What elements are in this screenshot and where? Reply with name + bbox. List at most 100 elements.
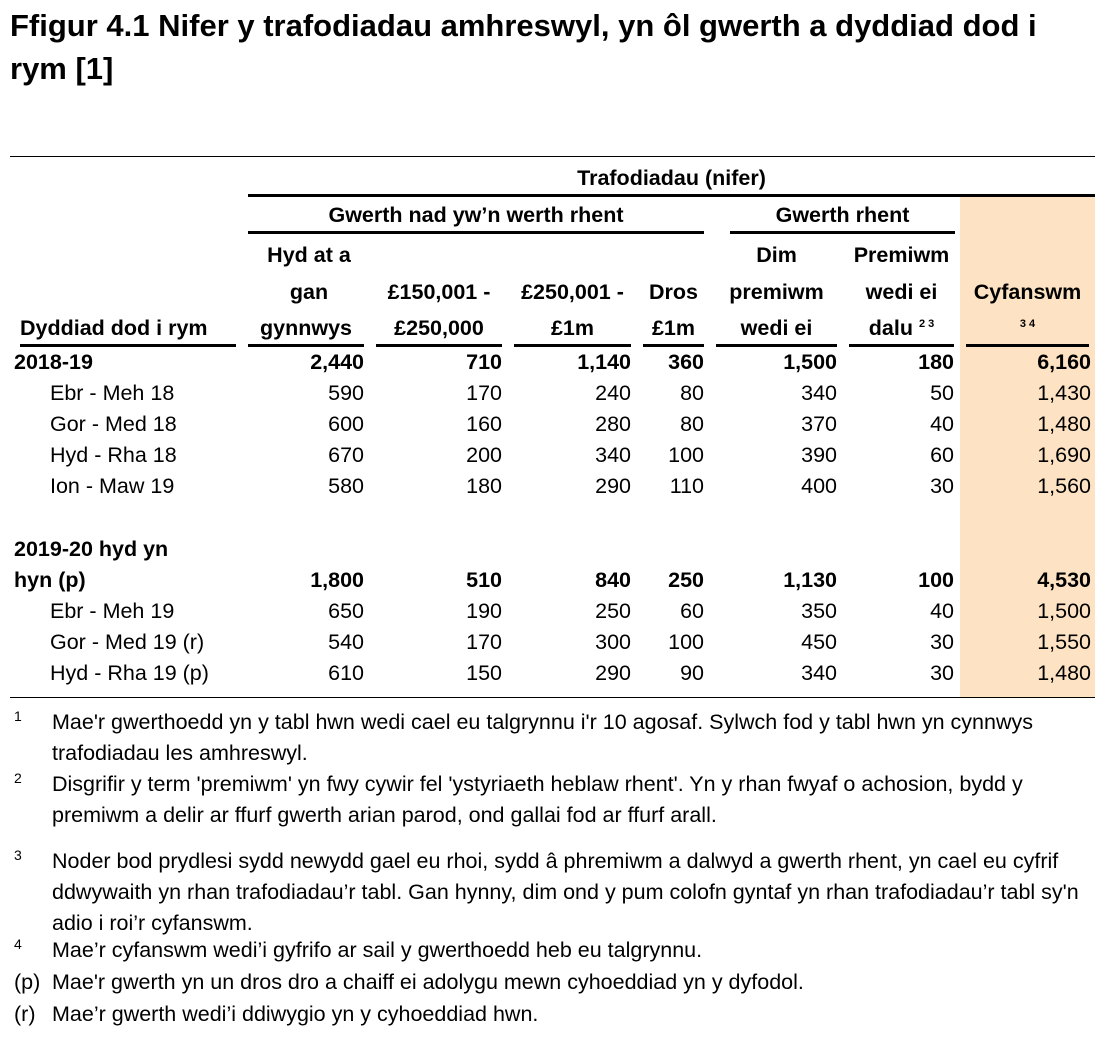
footnote-text: Mae'r gwerth yn un dros dro a chaiff ei …	[52, 970, 804, 994]
table-cell: 100	[918, 568, 954, 593]
total-column-highlight	[960, 196, 1095, 697]
column-header: wedi ei	[710, 308, 843, 348]
table-cell: 1,130	[783, 568, 837, 593]
footnote-mark: 2	[14, 770, 22, 786]
group-header-nonrent: Gwerth nad yw’n werth rhent	[248, 199, 704, 234]
table-cell: 610	[328, 661, 364, 686]
table-cell: 200	[466, 443, 502, 468]
column-header: gynnwys	[248, 308, 370, 348]
table-cell: 450	[801, 630, 837, 655]
column-header: 3 4	[960, 308, 1095, 348]
column-header: wedi ei	[843, 271, 960, 308]
column-header-line: £250,001 -	[521, 280, 624, 304]
table-cell: 1,430	[1037, 381, 1091, 406]
table-cell: 840	[595, 568, 631, 593]
footnote-mark: (p)	[14, 970, 41, 994]
column-header	[508, 234, 637, 271]
table-cell: 100	[668, 630, 704, 655]
column-header: premiwm	[710, 271, 843, 308]
table-cell: 350	[801, 599, 837, 624]
table-cell: 150	[466, 661, 502, 686]
table-cell	[843, 534, 960, 565]
table-cell: 580	[328, 474, 364, 499]
row-label: Hyd - Rha 19 (p)	[50, 661, 209, 686]
row-label: 2019-20 hyd yn	[14, 537, 169, 562]
table-cell: 180	[918, 350, 954, 375]
table-cell: 2,440	[310, 350, 364, 375]
column-header: £1m	[637, 308, 710, 348]
table-cell: 40	[930, 599, 954, 624]
table-cell: 1,500	[1037, 599, 1091, 624]
table-cell: 1,140	[577, 350, 631, 375]
table-top-rule	[10, 156, 1095, 157]
column-header	[637, 234, 710, 271]
table-row: 2019-20 hyd yn	[10, 534, 1095, 565]
table-cell: 110	[669, 474, 704, 499]
column-header-line: gynnwys	[260, 316, 352, 341]
table-cell	[960, 534, 1095, 565]
footnote-mark: 4	[14, 936, 22, 952]
table-cell: 710	[466, 350, 502, 375]
column-header	[370, 234, 508, 271]
column-header-line: Cyfanswm	[973, 280, 1082, 304]
table-cell: 340	[801, 661, 837, 686]
row-label: hyn (p)	[14, 568, 86, 593]
table-row: hyn (p) 1,800 510 840 250 1,130 100 4,530	[10, 565, 1095, 596]
footnote-mark: 3	[14, 847, 22, 863]
table-cell: 1,500	[783, 350, 837, 375]
table-cell: 510	[466, 568, 502, 593]
table-cell: 100	[668, 443, 704, 468]
footnote-text: Mae'r gwerthoedd yn y tabl hwn wedi cael…	[52, 710, 1034, 765]
table-cell: 1,480	[1037, 661, 1091, 686]
table-cell: 1,560	[1037, 474, 1091, 499]
table-cell: 650	[328, 599, 364, 624]
table-cell: 240	[595, 381, 631, 406]
table-cell	[710, 534, 843, 565]
group-header-transactions: Trafodiadau (nifer)	[248, 162, 1095, 197]
column-header: gan	[248, 271, 370, 308]
column-header-line: premiwm	[729, 280, 824, 304]
table-cell: 60	[930, 443, 954, 468]
table-cell: 30	[930, 661, 954, 686]
row-label: Hyd - Rha 18	[50, 443, 177, 468]
table-cell	[370, 534, 508, 565]
column-header-line: Premiwm	[853, 243, 950, 267]
table-cell: 250	[668, 568, 704, 593]
table-cell	[508, 534, 637, 565]
table-row: Ebr - Meh 18 590 170 240 80 340 50 1,430	[10, 378, 1095, 409]
column-header-line: £150,001 -	[387, 280, 491, 304]
column-header: dalu 2 3	[843, 308, 960, 348]
column-header: Premiwm	[843, 234, 960, 271]
footnote-text: Disgrifir y term 'premiwm' yn fwy cywir …	[52, 772, 1023, 827]
column-header-line: dalu	[868, 316, 913, 341]
footnote-mark: (r)	[14, 1002, 36, 1026]
table-cell: 300	[595, 630, 631, 655]
group-header-rent: Gwerth rhent	[730, 199, 955, 234]
page-title: Ffigur 4.1 Nifer y trafodiadau amhreswyl…	[10, 8, 1037, 86]
column-header: Dim	[710, 234, 843, 271]
column-header-line: £1m	[651, 316, 696, 341]
table-row: 2018-19 2,440 710 1,140 360 1,500 180 6,160	[10, 347, 1095, 378]
table-cell: 1,800	[310, 568, 364, 593]
table-cell: 1,690	[1037, 443, 1091, 468]
table-cell: 360	[668, 350, 704, 375]
table-cell: 600	[328, 412, 364, 437]
table-cell: 1,550	[1037, 630, 1091, 655]
column-header: £1m	[508, 308, 637, 348]
column-header-line: wedi ei	[740, 316, 813, 341]
column-header: £150,001 -	[370, 271, 508, 308]
table-cell: 670	[328, 443, 364, 468]
column-header-line: £250,000	[394, 316, 484, 341]
table-cell: 40	[930, 412, 954, 437]
column-header-line: gan	[289, 280, 329, 304]
row-label: Ebr - Meh 18	[50, 381, 175, 406]
column-header: £250,001 -	[508, 271, 637, 308]
table-cell: 160	[466, 412, 502, 437]
table-cell: 390	[801, 443, 837, 468]
column-header-line: wedi ei	[865, 280, 938, 304]
table-cell: 290	[595, 474, 631, 499]
footnote-text: Mae’r cyfanswm wedi’i gyfrifo ar sail y …	[52, 938, 703, 962]
footnote-text: Mae’r gwerth wedi’i ddiwygio yn y cyhoed…	[52, 1002, 539, 1026]
table-row: Hyd - Rha 19 (p) 610 150 290 90 340 30 1,480	[10, 658, 1095, 689]
column-header-line: Dros	[649, 280, 698, 304]
